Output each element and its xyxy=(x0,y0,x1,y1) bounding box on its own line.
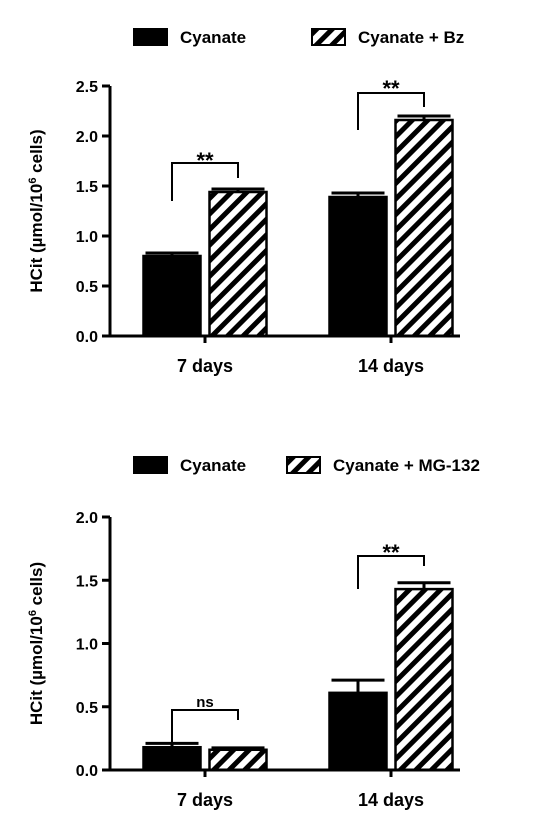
y-tick-label: 0.0 xyxy=(76,329,98,346)
chart-panel-1: Cyanate Cyanate + Bz ** ** 0.0 0.5 1.0 1.5 2.0 2.… xyxy=(27,28,464,376)
y-tick-label: 0.5 xyxy=(76,700,98,717)
y-tick-label: 2.5 xyxy=(76,79,98,96)
legend-label-1: Cyanate xyxy=(180,28,246,47)
y-axis-label: HCit (µmol/106 cells) xyxy=(27,129,46,292)
legend-swatch-2 xyxy=(311,28,346,46)
bar-14-days-1 xyxy=(328,195,388,338)
y-tick-label: 1.5 xyxy=(76,179,98,196)
significance-bracket xyxy=(357,92,425,130)
bar-7-days-2 xyxy=(208,190,268,338)
legend-label-2: Cyanate + MG-132 xyxy=(333,456,480,475)
y-axis-label: HCit (µmol/106 cells) xyxy=(27,562,46,725)
y-tick-label: 0.5 xyxy=(76,279,98,296)
category-label: 14 days xyxy=(358,790,424,810)
bar-14-days-2 xyxy=(394,587,454,772)
significance-label: ** xyxy=(382,540,400,565)
significance-label: ** xyxy=(196,148,214,173)
chart-panel-2: Cyanate Cyanate + MG-132 ns ** 0.0 0.5 1.0 1.5 2… xyxy=(27,456,480,810)
y-tick-label: 2.0 xyxy=(76,510,98,527)
y-tick-label: 1.0 xyxy=(76,229,98,246)
bar-7-days-1 xyxy=(142,254,202,338)
y-tick-label: 2.0 xyxy=(76,129,98,146)
significance-bracket xyxy=(171,162,239,201)
y-tick-label: 1.5 xyxy=(76,573,98,590)
y-tick-label: 1.0 xyxy=(76,637,98,654)
legend-swatch-1 xyxy=(133,28,168,46)
bar-14-days-2 xyxy=(394,118,454,338)
legend-swatch-1 xyxy=(133,456,168,474)
legend-swatch-2 xyxy=(286,456,321,474)
legend-label-1: Cyanate xyxy=(180,456,246,475)
category-label: 14 days xyxy=(358,356,424,376)
y-tick-label: 0.0 xyxy=(76,763,98,780)
significance-label: ** xyxy=(382,76,400,101)
significance-label: ns xyxy=(196,694,214,711)
significance-bracket xyxy=(357,555,425,589)
category-label: 7 days xyxy=(177,790,233,810)
category-label: 7 days xyxy=(177,356,233,376)
bar-14-days-1 xyxy=(328,691,388,772)
bar-7-days-1 xyxy=(142,745,202,772)
legend-label-2: Cyanate + Bz xyxy=(358,28,464,47)
bar-7-days-2 xyxy=(208,748,268,772)
significance-bracket xyxy=(171,709,239,743)
